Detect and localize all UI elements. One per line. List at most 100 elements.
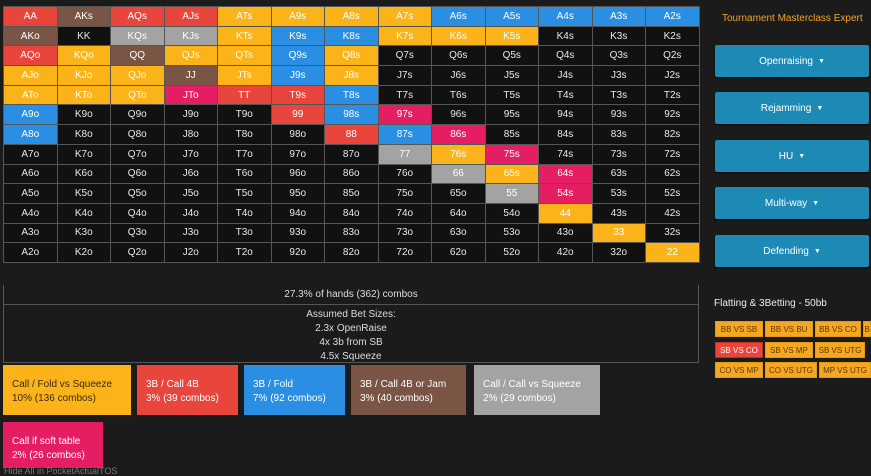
hand-cell[interactable]: K6s — [432, 26, 486, 47]
pill-cutoff[interactable]: B — [863, 321, 871, 337]
hand-cell[interactable]: 73o — [378, 223, 432, 244]
pill-sb-vs-utg[interactable]: SB VS UTG — [815, 342, 865, 358]
hand-cell[interactable]: J2s — [646, 66, 700, 86]
hand-cell[interactable]: AKs — [57, 7, 111, 27]
hand-cell[interactable]: 82o — [325, 243, 379, 263]
hand-cell[interactable]: 62s — [646, 164, 700, 185]
hu-button[interactable]: HU ▼ — [715, 140, 869, 172]
pill-sb-vs-co[interactable]: SB VS CO — [715, 342, 763, 358]
hand-cell[interactable]: K2s — [646, 26, 700, 47]
hand-cell[interactable]: Q6o — [111, 164, 165, 185]
hand-cell[interactable]: 75o — [378, 184, 432, 204]
hand-cell[interactable]: J7o — [164, 144, 218, 165]
hand-cell[interactable]: 75s — [485, 144, 539, 165]
hand-cell[interactable]: 66 — [432, 164, 486, 185]
pill-co-vs-mp[interactable]: CO VS MP — [715, 362, 763, 378]
hand-cell[interactable]: J3o — [164, 223, 218, 244]
hand-cell[interactable]: 85o — [325, 184, 379, 204]
hand-cell[interactable]: Q3s — [592, 46, 646, 67]
hand-cell[interactable]: T5o — [218, 184, 272, 204]
hand-cell[interactable]: K9o — [57, 105, 111, 126]
hand-cell[interactable]: A5s — [485, 7, 539, 27]
hand-cell[interactable]: 52s — [646, 184, 700, 204]
pill-bb-vs-sb[interactable]: BB VS SB — [715, 321, 763, 337]
hand-cell[interactable]: 85s — [485, 125, 539, 145]
hand-cell[interactable]: AKo — [4, 26, 58, 47]
hand-cell[interactable]: JTs — [218, 66, 272, 86]
hand-cell[interactable]: 32o — [592, 243, 646, 263]
hand-cell[interactable]: J6o — [164, 164, 218, 185]
hand-cell[interactable]: 64o — [432, 203, 486, 224]
hand-cell[interactable]: 87o — [325, 144, 379, 165]
hand-cell[interactable]: 74o — [378, 203, 432, 224]
hand-cell[interactable]: 73s — [592, 144, 646, 165]
hand-cell[interactable]: J5s — [485, 66, 539, 86]
hand-cell[interactable]: 33 — [592, 223, 646, 244]
hand-cell[interactable]: 93o — [271, 223, 325, 244]
hand-cell[interactable]: QTo — [111, 85, 165, 106]
hand-cell[interactable]: 65o — [432, 184, 486, 204]
hand-cell[interactable]: T4s — [539, 85, 593, 106]
hand-cell[interactable]: ATo — [4, 85, 58, 106]
hand-cell[interactable]: K6o — [57, 164, 111, 185]
hand-cell[interactable]: J9s — [271, 66, 325, 86]
hand-cell[interactable]: K7o — [57, 144, 111, 165]
hand-cell[interactable]: AJs — [164, 7, 218, 27]
legend-call-call-vs-squeeze[interactable]: Call / Call vs Squeeze 2% (29 combos) — [474, 365, 600, 415]
hand-cell[interactable]: QQ — [111, 46, 165, 67]
hand-cell[interactable]: Q8o — [111, 125, 165, 145]
hand-cell[interactable]: J8s — [325, 66, 379, 86]
hand-cell[interactable]: JTo — [164, 85, 218, 106]
hand-cell[interactable]: Q7o — [111, 144, 165, 165]
hand-cell[interactable]: 94o — [271, 203, 325, 224]
hand-cell[interactable]: 74s — [539, 144, 593, 165]
hand-cell[interactable]: A7o — [4, 144, 58, 165]
legend-3b-call-4b-or-jam[interactable]: 3B / Call 4B or Jam 3% (40 combos) — [351, 365, 466, 415]
hand-cell[interactable]: 76s — [432, 144, 486, 165]
openraising-button[interactable]: Openraising ▼ — [715, 45, 869, 77]
hand-cell[interactable]: KK — [57, 26, 111, 47]
hand-cell[interactable]: 84o — [325, 203, 379, 224]
hand-cell[interactable]: K4o — [57, 203, 111, 224]
legend-call-fold-vs-squeeze[interactable]: Call / Fold vs Squeeze 10% (136 combos) — [3, 365, 131, 415]
hand-cell[interactable]: KQs — [111, 26, 165, 47]
hand-cell[interactable]: T2s — [646, 85, 700, 106]
hand-cell[interactable]: QTs — [218, 46, 272, 67]
hand-cell[interactable]: Q2o — [111, 243, 165, 263]
hand-cell[interactable]: 99 — [271, 105, 325, 126]
hand-cell[interactable]: Q9s — [271, 46, 325, 67]
hand-cell[interactable]: 53o — [485, 223, 539, 244]
hand-cell[interactable]: 84s — [539, 125, 593, 145]
pill-sb-vs-mp[interactable]: SB VS MP — [765, 342, 813, 358]
legend-call-if-soft-table[interactable]: Call if soft table 2% (26 combos) — [3, 422, 103, 468]
hand-cell[interactable]: KJs — [164, 26, 218, 47]
hand-cell[interactable]: A8s — [325, 7, 379, 27]
hand-cell[interactable]: Q8s — [325, 46, 379, 67]
hand-cell[interactable]: K8s — [325, 26, 379, 47]
hand-cell[interactable]: 44 — [539, 203, 593, 224]
pill-bb-vs-bu[interactable]: BB VS BU — [765, 321, 813, 337]
hand-cell[interactable]: 64s — [539, 164, 593, 185]
hand-cell[interactable]: 43s — [592, 203, 646, 224]
hand-cell[interactable]: 88 — [325, 125, 379, 145]
hand-cell[interactable]: T8s — [325, 85, 379, 106]
defending-button[interactable]: Defending ▼ — [715, 235, 869, 267]
hand-cell[interactable]: 87s — [378, 125, 432, 145]
hand-cell[interactable]: K7s — [378, 26, 432, 47]
pill-co-vs-utg[interactable]: CO VS UTG — [765, 362, 817, 378]
hand-cell[interactable]: J9o — [164, 105, 218, 126]
hand-cell[interactable]: 86o — [325, 164, 379, 185]
hand-cell[interactable]: A3o — [4, 223, 58, 244]
pill-bb-vs-co[interactable]: BB VS CO — [815, 321, 861, 337]
hand-cell[interactable]: J2o — [164, 243, 218, 263]
hand-cell[interactable]: K3o — [57, 223, 111, 244]
legend-3b-fold[interactable]: 3B / Fold 7% (92 combos) — [244, 365, 345, 415]
hand-cell[interactable]: 72o — [378, 243, 432, 263]
hand-cell[interactable]: 94s — [539, 105, 593, 126]
hand-cell[interactable]: J3s — [592, 66, 646, 86]
hand-cell[interactable]: T6o — [218, 164, 272, 185]
hand-cell[interactable]: JJ — [164, 66, 218, 86]
hand-cell[interactable]: A4s — [539, 7, 593, 27]
hand-cell[interactable]: K5s — [485, 26, 539, 47]
hand-cell[interactable]: T2o — [218, 243, 272, 263]
